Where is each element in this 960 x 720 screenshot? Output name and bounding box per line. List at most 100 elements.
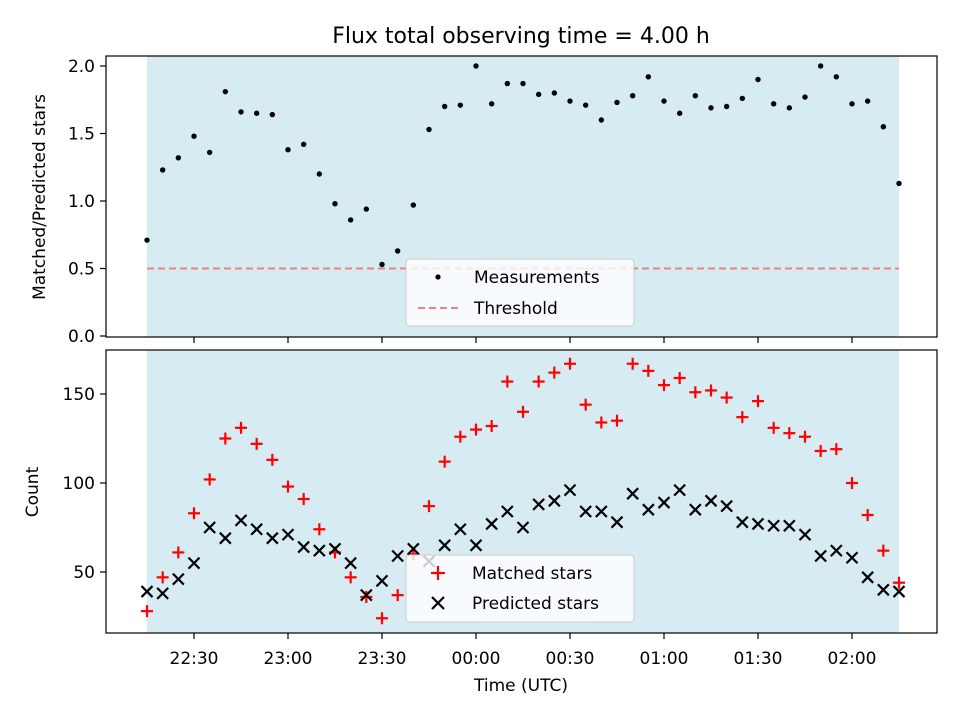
predicted-star-marker <box>454 523 467 536</box>
legend-plus-icon <box>431 566 445 580</box>
measurement-point <box>692 93 699 99</box>
legend-label-predicted: Predicted stars <box>472 594 599 614</box>
matched-star-markers <box>141 357 905 625</box>
measurement-point <box>394 248 401 254</box>
predicted-star-marker <box>297 540 310 554</box>
matched-star-marker <box>658 379 670 392</box>
bottom-legend-box <box>405 554 635 623</box>
matched-star-marker <box>360 590 373 603</box>
matched-star-marker <box>376 612 388 625</box>
measurement-point <box>723 103 730 110</box>
top-y-axis-label: Matched/Predicted stars <box>30 94 50 300</box>
measurement-point <box>676 110 683 116</box>
predicted-star-marker <box>156 587 169 600</box>
predicted-star-marker <box>250 523 263 536</box>
measurement-point <box>896 180 902 187</box>
x-tick-label: 00:00 <box>452 649 501 669</box>
predicted-star-marker <box>579 505 592 518</box>
measurement-point <box>551 90 558 96</box>
predicted-star-marker <box>751 517 765 531</box>
predicted-star-marker <box>485 517 498 531</box>
predicted-star-marker <box>610 515 624 529</box>
legend-dot-icon <box>435 274 441 280</box>
matched-star-marker <box>391 589 404 602</box>
y-tick-label: 50 <box>73 563 95 583</box>
predicted-star-marker <box>234 514 248 527</box>
measurement-point <box>817 63 824 69</box>
predicted-star-marker <box>266 531 279 545</box>
x-axis-label: Time (UTC) <box>473 676 568 696</box>
predicted-star-marker <box>595 505 608 518</box>
matched-star-marker <box>736 411 749 424</box>
measurement-point <box>770 101 777 107</box>
measurement-point <box>864 98 871 104</box>
predicted-star-marker <box>407 542 420 556</box>
measurement-point <box>206 149 213 156</box>
y-tick-label: 0.0 <box>68 327 95 347</box>
measurement-point <box>410 202 417 208</box>
x-tick-label: 00:30 <box>546 649 595 669</box>
measurement-point <box>316 171 323 177</box>
predicted-star-marker <box>360 588 373 602</box>
y-tick-label: 100 <box>63 474 95 494</box>
matched-star-marker <box>235 421 247 434</box>
measurement-point <box>363 206 370 212</box>
predicted-star-marker <box>469 539 483 552</box>
predicted-star-marker <box>736 515 749 529</box>
predicted-star-marker <box>642 503 655 516</box>
matched-star-marker <box>720 391 733 404</box>
y-tick-label: 150 <box>63 385 95 405</box>
matched-star-marker <box>438 455 451 468</box>
matched-star-marker <box>532 375 545 388</box>
matched-star-marker <box>579 398 592 411</box>
measurement-point <box>786 105 793 111</box>
y-tick-label: 1.0 <box>68 192 95 212</box>
legend-x-icon <box>431 596 445 610</box>
matched-star-marker <box>626 357 639 370</box>
measurement-point <box>739 95 746 102</box>
predicted-star-marker <box>532 498 545 511</box>
x-tick-label: 23:30 <box>358 649 407 669</box>
measurement-point <box>849 101 855 107</box>
measurement-point <box>520 80 526 87</box>
matched-star-marker <box>595 416 608 429</box>
bottom-axes-frame <box>105 349 938 634</box>
measurement-point <box>598 117 605 123</box>
matched-star-marker <box>611 414 623 427</box>
predicted-star-marker <box>548 494 561 508</box>
matched-star-marker <box>219 432 232 445</box>
predicted-star-marker <box>501 505 514 518</box>
measurement-point <box>332 201 338 207</box>
predicted-star-marker <box>798 528 812 541</box>
top-legend-box <box>405 258 635 327</box>
matched-star-marker <box>673 371 686 384</box>
y-tick-label: 2.0 <box>68 57 95 77</box>
matched-star-marker <box>877 544 890 557</box>
x-tick-label: 02:00 <box>828 649 877 669</box>
measurement-point <box>347 217 354 223</box>
predicted-star-marker <box>814 549 827 563</box>
measurement-point <box>614 99 620 106</box>
matched-star-marker <box>172 546 185 559</box>
matched-star-marker <box>548 366 561 379</box>
predicted-star-marker <box>140 585 154 598</box>
matched-star-marker <box>846 477 858 489</box>
predicted-star-marker <box>328 542 342 556</box>
predicted-star-marker <box>187 556 201 570</box>
matched-star-marker <box>689 386 702 399</box>
matched-star-marker <box>282 480 294 493</box>
predicted-star-marker <box>704 494 718 508</box>
matched-star-marker <box>266 453 279 466</box>
matched-star-marker <box>297 493 310 506</box>
measurement-point <box>880 124 887 130</box>
matched-star-marker <box>423 500 435 513</box>
matched-star-marker <box>814 444 827 457</box>
predicted-star-marker <box>391 549 404 563</box>
measurement-point <box>175 155 182 161</box>
measurement-point <box>285 147 291 153</box>
measurement-point <box>535 91 542 98</box>
matched-star-marker <box>783 427 796 440</box>
measurement-point <box>833 74 840 80</box>
measurement-point <box>661 98 667 104</box>
bottom-x-ticks: 22:30 23:00 23:30 00:00 00:30 01:00 01:30 02:00 <box>170 633 877 669</box>
